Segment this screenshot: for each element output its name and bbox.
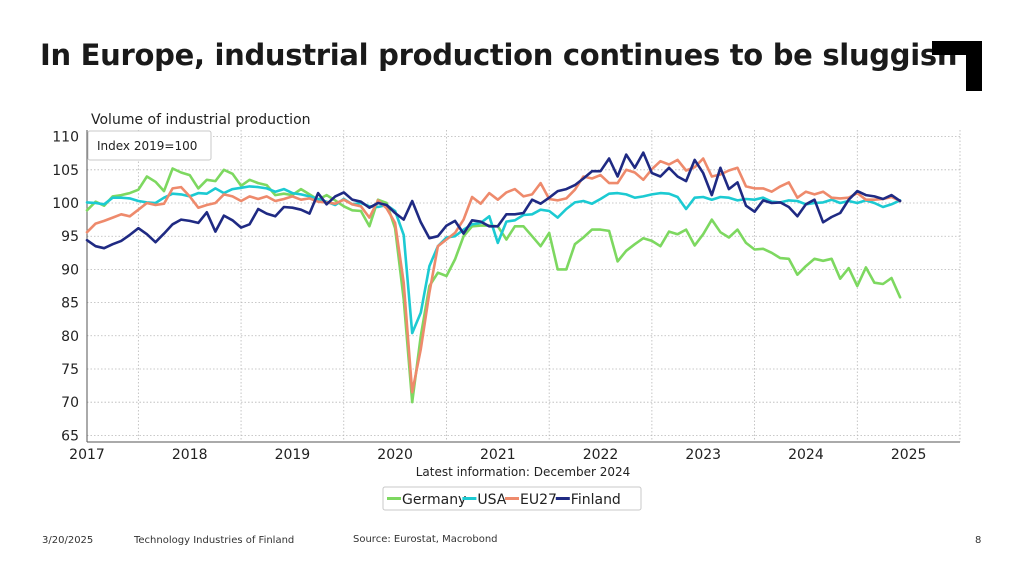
corner-logo-icon bbox=[932, 41, 982, 91]
page-number: 8 bbox=[975, 535, 982, 546]
slide-title: In Europe, industrial production continu… bbox=[40, 38, 958, 72]
y-tick-label: 90 bbox=[61, 262, 79, 278]
chart-axes: 65 70 75 80 85 90 95 100 105 110 2017 2018 2019 2020 2… bbox=[52, 130, 960, 463]
y-tick-label: 100 bbox=[52, 196, 79, 212]
x-tick-label: 2017 bbox=[69, 447, 105, 463]
legend-label-eu27: EU27 bbox=[520, 492, 557, 508]
chart-title: Volume of industrial production bbox=[91, 112, 311, 128]
series-line-finland bbox=[85, 151, 902, 250]
x-tick-label: 2019 bbox=[275, 447, 311, 463]
y-tick-label: 105 bbox=[52, 163, 79, 179]
y-tick-label: 70 bbox=[61, 395, 79, 411]
index-note-text: Index 2019=100 bbox=[97, 139, 197, 153]
y-tick-label: 110 bbox=[52, 130, 79, 146]
y-tick-label: 80 bbox=[61, 329, 79, 345]
legend-label-finland: Finland bbox=[571, 492, 621, 508]
index-note-box: Index 2019=100 bbox=[87, 130, 212, 161]
series-line-eu27 bbox=[85, 157, 902, 394]
series-line-usa bbox=[85, 185, 902, 335]
x-tick-label: 2022 bbox=[583, 447, 619, 463]
chart-grid bbox=[87, 130, 961, 442]
x-tick-label: 2024 bbox=[788, 447, 824, 463]
x-tick-label: 2018 bbox=[172, 447, 208, 463]
chart-lines bbox=[85, 151, 902, 404]
y-tick-label: 95 bbox=[61, 229, 79, 245]
y-tick-label: 85 bbox=[61, 296, 79, 312]
x-axis-caption: Latest information: December 2024 bbox=[416, 465, 631, 479]
footer-date: 3/20/2025 bbox=[42, 535, 94, 546]
x-tick-label: 2021 bbox=[480, 447, 516, 463]
footer-source: Source: Eurostat, Macrobond bbox=[353, 534, 498, 545]
chart-legend: Germany USA EU27 Finland bbox=[382, 486, 642, 511]
legend-label-usa: USA bbox=[477, 492, 506, 508]
x-tick-label: 2020 bbox=[377, 447, 413, 463]
x-tick-label: 2023 bbox=[685, 447, 721, 463]
x-tick-label: 2025 bbox=[891, 447, 927, 463]
legend-label-germany: Germany bbox=[402, 492, 466, 508]
y-tick-label: 65 bbox=[61, 428, 79, 444]
footer-organization: Technology Industries of Finland bbox=[134, 535, 295, 546]
y-tick-label: 75 bbox=[61, 362, 79, 378]
